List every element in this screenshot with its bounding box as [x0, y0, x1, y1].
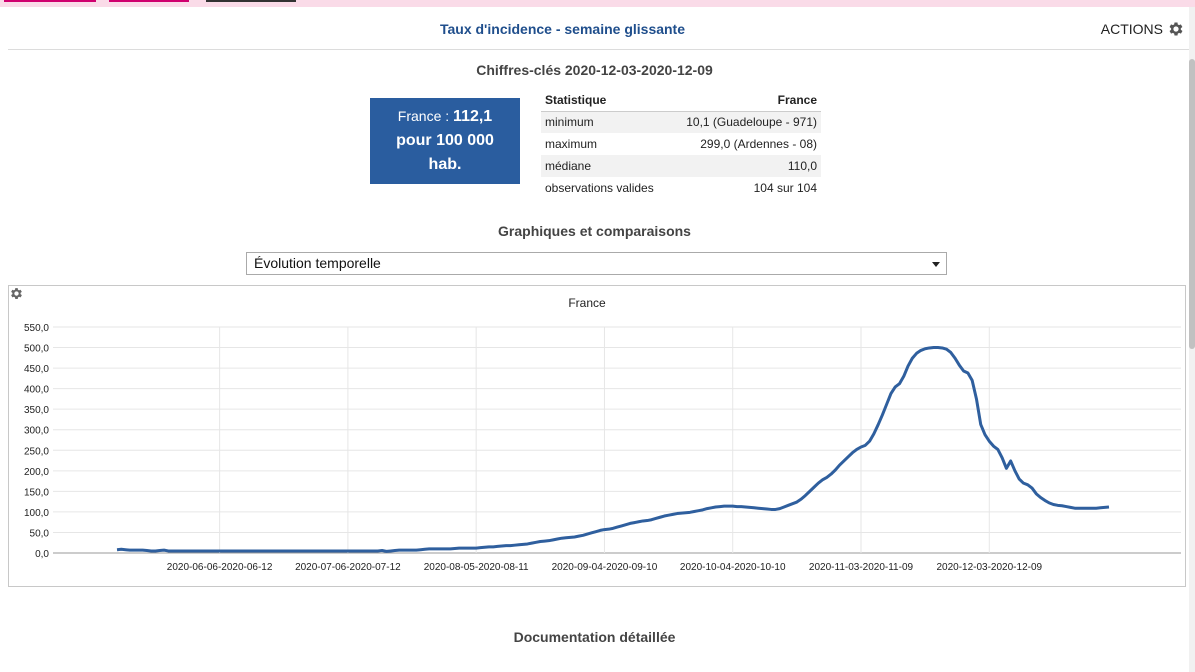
chart-settings-gear-icon[interactable]	[9, 286, 24, 301]
chart-type-selected: Évolution temporelle	[254, 255, 381, 271]
top-tab-2[interactable]	[109, 0, 189, 2]
stat-value: 299,0 (Ardennes - 08)	[700, 137, 817, 151]
x-tick-label: 2020-11-03-2020-11-09	[809, 562, 914, 573]
y-tick-label: 450,0	[24, 364, 49, 375]
table-row: médiane 110,0	[541, 155, 821, 177]
chart-grid	[53, 326, 1181, 554]
gear-icon	[1169, 22, 1183, 36]
y-tick-label: 50,0	[30, 528, 50, 539]
kpi-unit-line2: hab.	[428, 156, 462, 173]
x-tick-label: 2020-10-04-2020-10-10	[680, 562, 786, 573]
y-tick-label: 200,0	[24, 467, 49, 478]
graphs-title: Graphiques et comparaisons	[498, 223, 691, 239]
series-line-france	[116, 346, 1110, 553]
stats-header-row: Statistique France	[541, 89, 821, 112]
stats-header-stat: Statistique	[541, 89, 669, 112]
y-tick-label: 550,0	[24, 323, 49, 334]
stat-value: 104 sur 104	[753, 181, 817, 195]
top-tab-1[interactable]	[4, 0, 96, 2]
stats-header-france: France	[668, 89, 821, 112]
kpi-unit-line1: pour 100 000	[396, 132, 494, 149]
header-divider	[8, 49, 1189, 50]
kpi-value: 112,1	[453, 108, 493, 125]
table-row: minimum 10,1 (Guadeloupe - 971)	[541, 111, 821, 133]
y-tick-label: 0,0	[35, 549, 49, 560]
stat-value: 10,1 (Guadeloupe - 971)	[668, 111, 821, 133]
stat-label: observations valides	[545, 181, 654, 195]
indicator-panel: Taux d'incidence - semaine glissante ACT…	[0, 7, 1189, 672]
stat-label: minimum	[541, 111, 669, 133]
chart-title: France	[568, 296, 606, 310]
x-tick-label: 2020-07-06-2020-07-12	[295, 562, 401, 573]
chart-type-select[interactable]: Évolution temporelle	[246, 252, 947, 275]
panel-header: Taux d'incidence - semaine glissante ACT…	[0, 7, 1189, 49]
actions-label: ACTIONS	[1100, 21, 1163, 37]
chart-container: 0,0 50,0 100,0 150,0 200,0 250,0 300,0 350,0 400…	[8, 285, 1186, 587]
x-tick-label: 2020-12-03-2020-12-09	[936, 562, 1042, 573]
y-axis-ticks: 0,0 50,0 100,0 150,0 200,0 250,0 300,0 350,0 400…	[24, 323, 49, 560]
y-tick-label: 350,0	[24, 405, 49, 416]
actions-button[interactable]: ACTIONS	[1101, 20, 1185, 38]
y-tick-label: 100,0	[24, 508, 49, 519]
y-tick-label: 150,0	[24, 487, 49, 498]
line-chart: 0,0 50,0 100,0 150,0 200,0 250,0 300,0 350,0 400…	[24, 296, 1181, 573]
table-row: observations valides 104 sur 104	[541, 177, 821, 199]
kpi-prefix: France :	[397, 108, 454, 124]
y-tick-label: 500,0	[24, 344, 49, 355]
page-scrollbar[interactable]	[1189, 7, 1195, 672]
scrollbar-thumb[interactable]	[1189, 59, 1195, 349]
kpi-card: France : 112,1 pour 100 000 hab.	[370, 98, 520, 184]
x-tick-label: 2020-06-06-2020-06-12	[167, 562, 273, 573]
panel-title: Taux d'incidence - semaine glissante	[439, 21, 686, 37]
chevron-down-icon	[932, 262, 940, 267]
keyfigures-title: Chiffres-clés 2020-12-03-2020-12-09	[476, 62, 713, 78]
stat-value: 110,0	[668, 155, 821, 177]
top-strip	[0, 0, 1195, 7]
y-tick-label: 400,0	[24, 385, 49, 396]
x-axis-ticks: 2020-06-06-2020-06-12 2020-07-06-2020-07-…	[167, 562, 1043, 573]
stat-label: maximum	[545, 137, 598, 151]
stats-table: Statistique France minimum 10,1 (Guadelo…	[541, 89, 821, 199]
top-tab-3[interactable]	[206, 0, 296, 2]
y-tick-label: 300,0	[24, 426, 49, 437]
table-row: maximum 299,0 (Ardennes - 08)	[541, 133, 821, 155]
x-tick-label: 2020-08-05-2020-08-11	[424, 562, 529, 573]
stat-label: médiane	[541, 155, 669, 177]
x-tick-label: 2020-09-04-2020-09-10	[552, 562, 658, 573]
y-tick-label: 250,0	[24, 446, 49, 457]
documentation-title: Documentation détaillée	[513, 629, 676, 645]
